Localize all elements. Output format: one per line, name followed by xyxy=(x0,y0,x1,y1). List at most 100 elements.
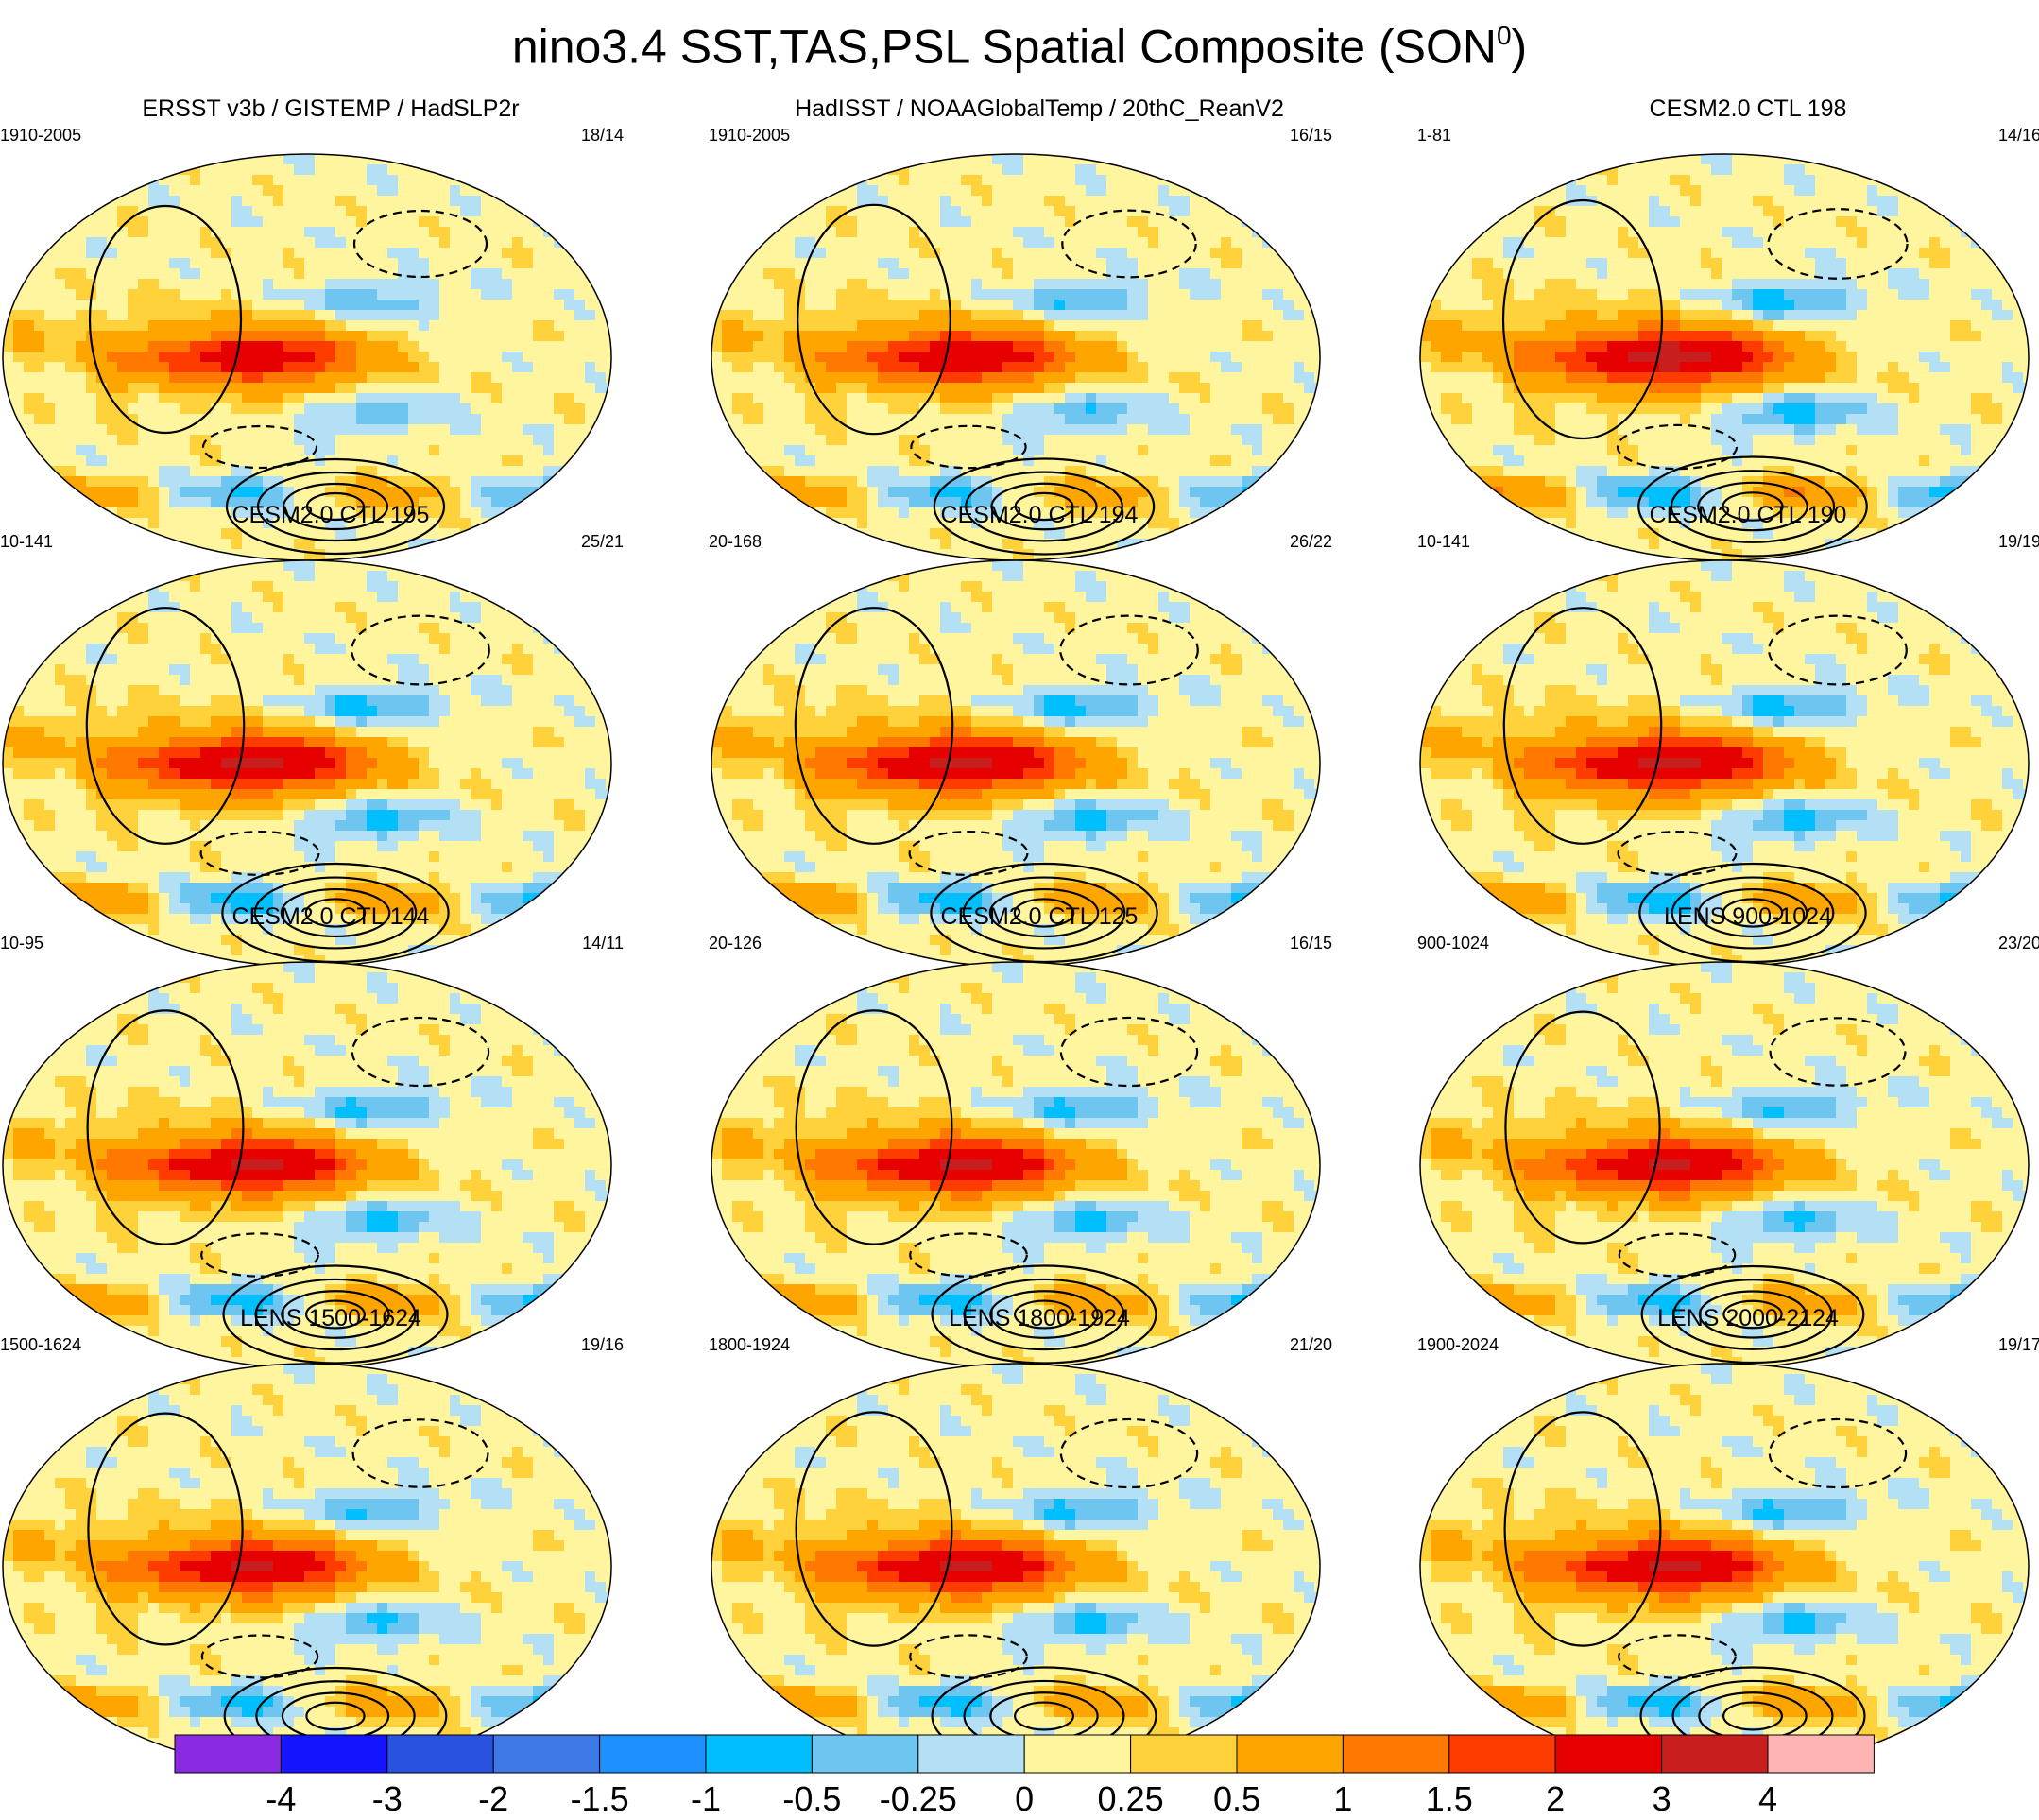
anomaly-cell xyxy=(283,414,295,425)
anomaly-cell xyxy=(1451,196,1463,207)
anomaly-cell xyxy=(408,424,420,436)
anomaly-cell xyxy=(1294,403,1305,415)
anomaly-cell xyxy=(940,216,951,228)
anomaly-cell xyxy=(961,154,972,165)
anomaly-cell xyxy=(564,216,575,228)
anomaly-cell xyxy=(1002,300,1014,311)
anomaly-cell xyxy=(585,320,596,332)
anomaly-cell xyxy=(44,300,56,311)
anomaly-cell xyxy=(1138,393,1149,404)
anomaly-cell xyxy=(221,455,232,467)
anomaly-cell xyxy=(13,216,25,228)
anomaly-cell xyxy=(585,466,596,477)
anomaly-cell xyxy=(743,372,754,384)
anomaly-cell xyxy=(263,196,274,207)
anomaly-cell xyxy=(564,206,575,217)
anomaly-cell xyxy=(1262,424,1274,436)
anomaly-cell xyxy=(1106,435,1118,446)
anomaly-cell xyxy=(294,237,305,249)
anomaly-cell xyxy=(940,185,951,197)
anomaly-cell xyxy=(1231,227,1242,238)
anomaly-cell xyxy=(1273,154,1284,165)
anomaly-cell xyxy=(169,414,180,425)
anomaly-cell xyxy=(774,372,785,384)
anomaly-cell xyxy=(1701,175,1712,186)
anomaly-cell xyxy=(961,258,972,269)
anomaly-cell xyxy=(878,289,889,300)
anomaly-cell xyxy=(450,268,461,280)
anomaly-cell xyxy=(159,154,170,165)
anomaly-cell xyxy=(543,383,555,394)
anomaly-cell xyxy=(387,341,399,352)
anomaly-cell xyxy=(961,300,972,311)
anomaly-cell xyxy=(1075,362,1087,373)
anomaly-cell xyxy=(992,487,1003,498)
anomaly-cell xyxy=(982,237,993,249)
anomaly-cell xyxy=(1200,393,1211,404)
anomaly-cell xyxy=(128,268,139,280)
anomaly-cell xyxy=(419,289,430,300)
anomaly-cell xyxy=(940,414,951,425)
anomaly-cell xyxy=(481,455,492,467)
anomaly-cell xyxy=(471,310,482,321)
anomaly-cell xyxy=(1013,497,1024,508)
anomaly-cell xyxy=(795,455,806,467)
anomaly-cell xyxy=(283,279,295,290)
anomaly-cell xyxy=(857,300,868,311)
anomaly-cell xyxy=(190,289,201,300)
anomaly-cell xyxy=(1086,289,1097,300)
anomaly-cell xyxy=(1158,466,1170,477)
anomaly-cell xyxy=(606,279,611,290)
anomaly-cell xyxy=(3,279,14,290)
anomaly-cell xyxy=(795,154,806,165)
anomaly-cell xyxy=(34,393,45,404)
anomaly-cell xyxy=(315,539,326,550)
anomaly-cell xyxy=(419,310,430,321)
anomaly-cell xyxy=(523,414,534,425)
anomaly-cell xyxy=(543,466,555,477)
anomaly-cell xyxy=(346,258,357,269)
anomaly-cell xyxy=(200,341,212,352)
anomaly-cell xyxy=(211,445,222,456)
anomaly-cell xyxy=(159,331,170,342)
anomaly-cell xyxy=(732,487,744,498)
anomaly-cell xyxy=(1950,175,1962,186)
anomaly-cell xyxy=(1314,466,1320,477)
anomaly-cell xyxy=(200,497,212,508)
anomaly-cell xyxy=(1044,206,1055,217)
anomaly-cell xyxy=(533,466,544,477)
anomaly-cell xyxy=(460,154,471,165)
anomaly-cell xyxy=(76,196,87,207)
anomaly-cell xyxy=(450,362,461,373)
anomaly-cell xyxy=(784,331,796,342)
anomaly-cell xyxy=(867,196,879,207)
anomaly-cell xyxy=(169,206,180,217)
anomaly-cell xyxy=(1117,164,1128,176)
anomaly-cell xyxy=(273,310,284,321)
anomaly-cell xyxy=(867,383,879,394)
anomaly-cell xyxy=(909,227,920,238)
anomaly-cell xyxy=(1106,497,1118,508)
anomaly-cell xyxy=(24,372,35,384)
anomaly-cell xyxy=(1221,310,1232,321)
anomaly-cell xyxy=(439,320,451,332)
anomaly-cell xyxy=(273,466,284,477)
anomaly-cell xyxy=(1304,393,1315,404)
anomaly-cell xyxy=(523,300,534,311)
anomaly-cell xyxy=(1044,320,1055,332)
anomaly-cell xyxy=(1221,352,1232,363)
anomaly-cell xyxy=(398,300,409,311)
anomaly-cell xyxy=(211,403,222,415)
anomaly-cell xyxy=(888,196,900,207)
anomaly-cell xyxy=(826,414,837,425)
anomaly-cell xyxy=(1231,175,1242,186)
anomaly-cell xyxy=(180,279,191,290)
anomaly-cell xyxy=(1086,175,1097,186)
anomaly-cell xyxy=(1096,237,1107,249)
anomaly-cell xyxy=(1138,279,1149,290)
anomaly-cell xyxy=(180,300,191,311)
anomaly-cell xyxy=(273,507,284,519)
anomaly-cell xyxy=(971,414,983,425)
anomaly-cell xyxy=(13,455,25,467)
anomaly-cell xyxy=(471,414,482,425)
